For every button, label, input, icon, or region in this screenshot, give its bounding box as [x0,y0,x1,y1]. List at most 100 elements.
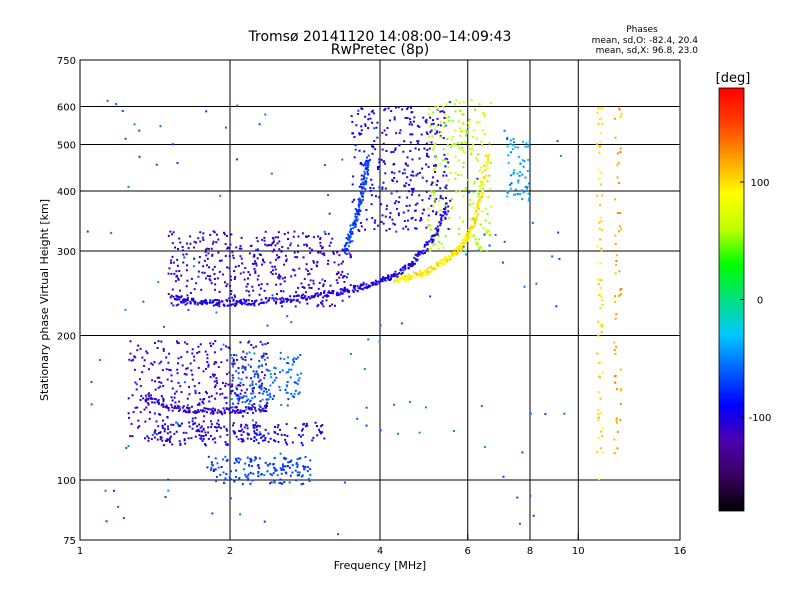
data-point [462,195,465,198]
data-point [240,440,243,443]
data-point [236,409,239,412]
data-point [176,404,179,407]
data-point [203,271,206,274]
data-point [468,118,471,121]
data-point [287,362,290,365]
data-point [165,405,168,408]
data-point [354,208,357,211]
data-point [485,154,488,157]
data-point [170,435,173,438]
data-point [137,426,140,429]
data-point [376,136,379,139]
data-point [205,302,208,305]
data-point [303,467,306,470]
data-point [240,423,243,426]
data-point [285,258,288,261]
data-point [414,209,417,212]
data-point [463,242,466,245]
data-point [478,121,481,124]
data-point [367,169,370,172]
data-point [288,466,291,469]
data-point [381,186,384,189]
data-point [207,426,210,429]
data-point [409,118,412,121]
data-point [298,267,301,270]
data-point [312,282,315,285]
data-point [468,230,471,233]
data-point [401,271,404,274]
data-point [462,149,465,152]
data-point [310,295,313,298]
data-point [279,467,282,470]
data-point [307,295,310,298]
data-point [153,412,156,415]
data-point [167,272,170,275]
data-point [285,384,288,387]
data-point [331,291,334,294]
data-point [598,227,601,230]
data-point [528,197,531,200]
data-point [446,137,449,140]
data-point [455,99,458,102]
data-point [396,275,399,278]
data-point [405,204,408,207]
data-point [597,123,600,126]
data-point [231,357,234,360]
data-point [408,123,411,126]
data-point [371,217,374,220]
data-point [447,178,450,181]
data-point [419,250,422,253]
data-point [221,458,224,461]
data-point [293,251,296,254]
data-point [124,137,127,140]
data-point [527,144,530,147]
data-point [485,164,488,167]
data-point [147,368,150,371]
data-point [199,426,202,429]
data-point [440,219,443,222]
data-point [134,356,137,359]
data-point [434,163,437,166]
data-point [218,270,221,273]
data-point [365,424,368,427]
data-point [253,436,256,439]
data-point [467,229,470,232]
data-point [289,244,292,247]
data-point [357,209,360,212]
data-point [245,376,248,379]
data-point [170,423,173,426]
data-point [147,439,150,442]
data-point [426,148,429,151]
data-point [365,156,368,159]
data-point [524,176,527,179]
data-point [198,350,201,353]
data-point [419,271,422,274]
data-point [599,118,602,121]
data-point [229,285,232,288]
data-point [486,213,489,216]
data-point [445,184,448,187]
data-point [400,268,403,271]
data-point [177,278,180,281]
data-point [479,223,482,226]
data-point [475,218,478,221]
data-point [235,459,238,462]
x-axis-label: Frequency [MHz] [334,559,426,572]
data-point [252,425,255,428]
data-point [200,288,203,291]
data-point [389,119,392,122]
data-point [136,349,139,352]
data-point [456,252,459,255]
data-point [404,162,407,165]
data-point [240,356,243,359]
data-point [480,184,483,187]
data-point [246,412,249,415]
data-point [427,224,430,227]
data-point [177,342,180,345]
data-point [598,145,601,148]
data-point [371,109,374,112]
data-point [231,383,234,386]
data-point [176,162,179,165]
data-point [365,159,368,162]
